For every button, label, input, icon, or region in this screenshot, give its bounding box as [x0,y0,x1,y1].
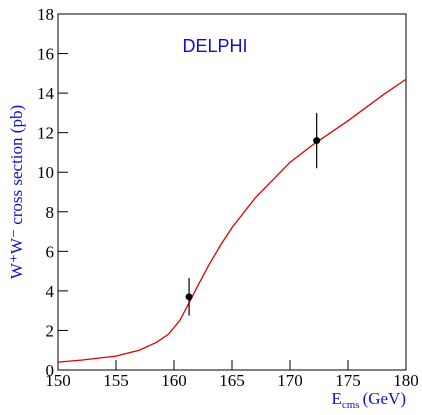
data-point [185,293,193,301]
x-tick-label: 160 [161,371,187,390]
y-tick-label: 4 [46,282,55,301]
y-tick-label: 6 [46,242,55,261]
y-axis-title: W⁺W⁻ cross section (pb) [7,105,26,279]
y-tick-label: 2 [46,321,55,340]
x-title-main: E [331,389,341,408]
x-title-unit: (GeV) [363,389,406,408]
data-point [313,137,321,145]
y-tick-label: 14 [37,84,55,103]
x-tick-label: 175 [335,371,361,390]
x-axis-title: Ecms (GeV) [331,389,406,410]
x-tick-label: 180 [393,371,419,390]
x-tick-label: 155 [103,371,129,390]
x-tick-label: 165 [219,371,245,390]
y-tick-label: 16 [37,45,54,64]
y-tick-label: 12 [37,124,54,143]
annotation: DELPHI [182,36,247,56]
y-tick-label: 18 [37,5,54,24]
y-tick-label: 8 [46,203,55,222]
plot-frame [57,13,407,371]
y-tick-label: 0 [46,361,55,380]
x-tick-label: 170 [277,371,303,390]
x-title-sub: cms [342,399,360,410]
y-tick-label: 10 [37,163,54,182]
x-tick-label: 150 [45,371,71,390]
theory-curve [57,78,407,363]
